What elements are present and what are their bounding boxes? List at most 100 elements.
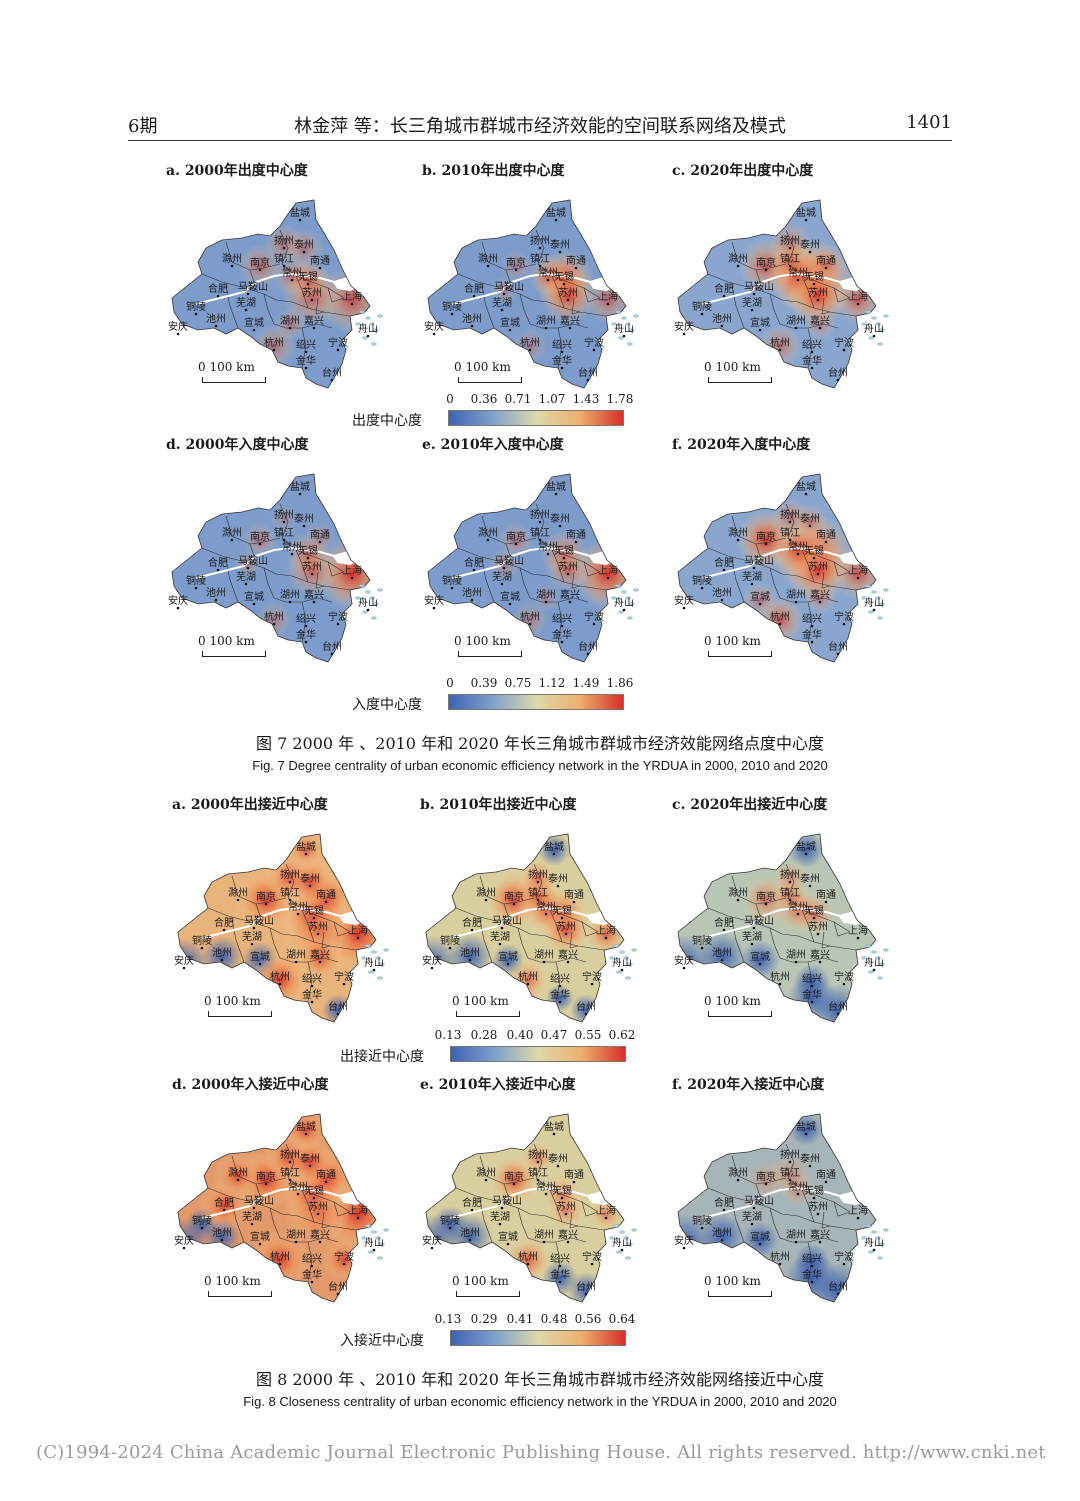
city-marker — [484, 898, 488, 902]
city-marker — [796, 912, 800, 916]
city-label: 杭州 — [270, 970, 290, 983]
city-marker — [560, 916, 564, 920]
city-marker — [350, 302, 354, 306]
city-label: 舟山 — [612, 1236, 632, 1249]
city-label: 铜陵 — [192, 1215, 212, 1227]
island — [618, 336, 624, 340]
city-marker — [216, 568, 220, 572]
city-label: 湖州 — [786, 315, 806, 327]
city-boundary — [571, 571, 581, 589]
city-label: 湖州 — [280, 315, 300, 327]
city-boundary — [769, 1207, 839, 1243]
city-marker — [306, 556, 310, 560]
city-marker — [544, 600, 548, 604]
city-marker — [810, 1264, 814, 1268]
region-outline — [425, 1113, 625, 1303]
city-label: 绍兴 — [552, 612, 572, 625]
scale-line — [458, 651, 522, 657]
city-marker — [736, 898, 740, 902]
island — [365, 590, 371, 594]
scale-label: 0 100 km — [452, 1274, 509, 1288]
map-panel: b. 2010年出接近中心度 盐城 扬州 泰州 滁州 南京 镇江 南通 常州 无锡 合肥 马鞍山 苏州 上… — [410, 794, 650, 1023]
river — [701, 281, 763, 305]
city-label: 泰州 — [300, 1152, 320, 1165]
city-marker — [282, 520, 286, 524]
city-marker — [562, 282, 566, 286]
city-marker — [252, 602, 256, 606]
city-label: 安庆 — [422, 1234, 442, 1247]
city-label: 芜湖 — [492, 570, 512, 583]
issue-number: 6期 — [128, 116, 158, 137]
river — [701, 1195, 763, 1219]
city-label: 铜陵 — [692, 301, 712, 313]
city-label: 嘉兴 — [558, 1228, 578, 1241]
scale-line — [708, 377, 772, 383]
legend-ticks: 0.13 0.29 0.41 0.48 0.56 0.64 — [435, 1312, 636, 1328]
city-marker — [536, 1160, 540, 1164]
city-label: 湖州 — [786, 949, 806, 961]
city-marker — [236, 1178, 240, 1182]
city-boundary — [807, 1241, 813, 1283]
island — [875, 1236, 881, 1240]
map-panel: e. 2010年入接近中心度 盐城 扬州 泰州 滁州 南京 镇江 南通 常州 无锡 合肥 马鞍山 苏州 上… — [410, 1074, 650, 1303]
city-label: 合肥 — [214, 916, 234, 929]
city-marker — [278, 982, 282, 986]
island — [868, 336, 874, 340]
city-marker — [606, 302, 610, 306]
city-marker — [502, 566, 506, 570]
city-marker — [604, 936, 608, 940]
city-marker — [176, 606, 180, 610]
city-marker — [750, 1222, 754, 1226]
hot-spot — [518, 858, 558, 898]
city-label: 嘉兴 — [304, 314, 324, 327]
city-label: 常州 — [282, 266, 302, 279]
header-rule — [128, 140, 952, 141]
city-marker — [544, 1192, 548, 1196]
city-marker — [220, 1238, 224, 1242]
city-marker — [842, 348, 846, 352]
city-marker — [182, 1246, 186, 1250]
city-label: 杭州 — [518, 970, 538, 983]
city-label: 池州 — [206, 312, 226, 325]
island — [616, 1250, 622, 1254]
island — [355, 322, 361, 326]
city-marker — [606, 576, 610, 580]
city-marker — [310, 572, 314, 576]
city-marker — [318, 1240, 322, 1244]
city-marker — [818, 600, 822, 604]
legend-tick: 0.41 — [506, 1312, 534, 1326]
city-marker — [278, 1262, 282, 1266]
city-boundary — [327, 287, 345, 303]
city-label: 宁波 — [834, 610, 854, 623]
island — [875, 596, 881, 600]
city-marker — [808, 250, 812, 254]
city-label: 绍兴 — [550, 972, 570, 985]
city-marker — [824, 900, 828, 904]
city-label: 舟山 — [612, 956, 632, 969]
city-label: 苏州 — [808, 920, 828, 933]
city-boundary — [505, 269, 511, 291]
city-marker — [560, 350, 564, 354]
city-marker — [472, 294, 476, 298]
city-label: 宁波 — [328, 336, 348, 349]
map-panel: f. 2020年入度中心度 盐城 扬州 泰州 滁州 南京 镇江 南通 常州 无锡 合肥 马鞍山 苏州 上海… — [662, 434, 902, 663]
legend-tick: 0 — [446, 676, 454, 690]
city-label: 湖州 — [786, 1229, 806, 1241]
city-marker — [336, 1012, 340, 1016]
city-label: 铜陵 — [692, 1215, 712, 1227]
city-marker — [560, 1196, 564, 1200]
panel-label: e. 2010年入度中心度 — [422, 437, 564, 453]
city-marker — [552, 1132, 556, 1136]
city-marker — [318, 540, 322, 544]
island — [609, 1236, 615, 1240]
city-boundary — [481, 285, 495, 329]
hot-spot — [746, 1160, 786, 1200]
city-label: 上海 — [848, 924, 868, 937]
city-marker — [558, 1280, 562, 1284]
page-number: 1401 — [906, 112, 952, 133]
legend-tick: 0.47 — [540, 1028, 568, 1042]
city-label: 扬州 — [528, 868, 548, 881]
city-label: 芜湖 — [236, 570, 256, 583]
city-marker — [316, 1212, 320, 1216]
